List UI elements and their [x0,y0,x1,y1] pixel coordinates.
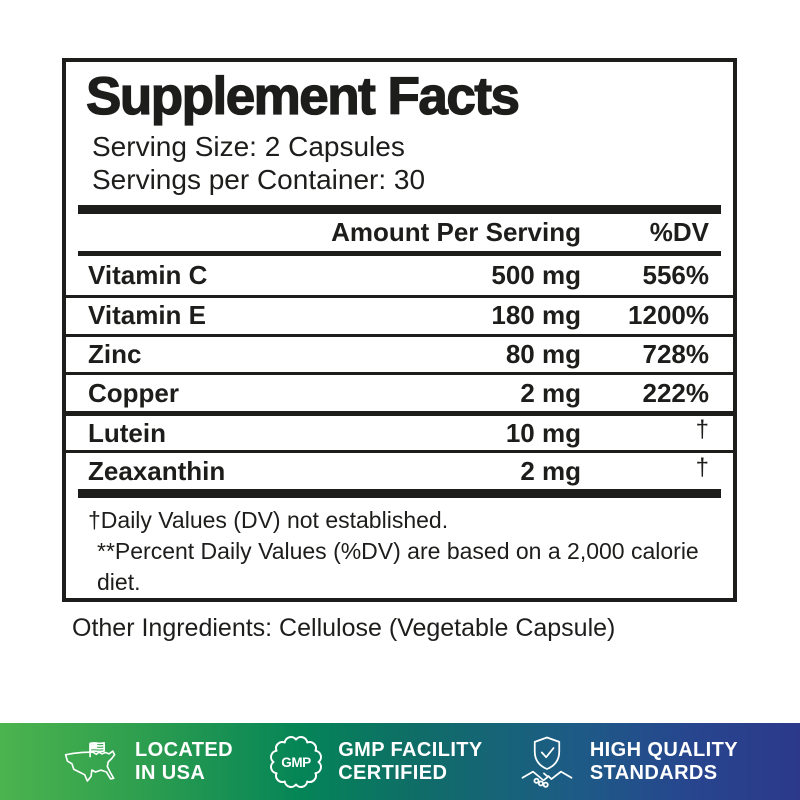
badge-banner: LOCATED IN USA GMP GMP FACILITY CERTIFIE… [0,723,800,800]
serving-size: Serving Size: 2 Capsules [92,131,405,163]
badge-label-line1: GMP FACILITY [338,738,483,761]
nutrient-row-zeaxanthin: Zeaxanthin 2 mg † [66,450,733,489]
badge-high-quality: HIGH QUALITY STANDARDS [519,734,738,790]
nutrient-name: Lutein [88,417,166,448]
dv-header: %DV [649,217,709,248]
nutrient-name: Zinc [88,338,142,369]
footnote-percent: **Percent Daily Values (%DV) are based o… [97,537,699,595]
nutrient-name: Vitamin E [88,300,207,331]
facts-title: Supplement Facts [85,67,520,127]
nutrient-row-lutein: Lutein 10 mg † [66,411,733,450]
nutrient-amount: 500 mg [491,259,581,290]
thick-rule-top [78,205,721,215]
badge-label-line2: STANDARDS [589,761,718,784]
facts-header-row: Amount Per Serving %DV [66,214,733,251]
shield-handshake-icon [519,734,575,790]
nutrient-name: Copper [88,377,179,408]
nutrient-name: Zeaxanthin [88,455,226,486]
gmp-seal-text: GMP [281,754,311,769]
nutrient-amount: 80 mg [505,338,581,369]
badge-label-line1: HIGH QUALITY [589,738,738,761]
nutrient-dv: 556% [642,259,710,290]
other-ingredients: Other Ingredients: Cellulose (Vegetable … [72,614,616,642]
nutrient-amount: 2 mg [520,377,581,408]
badge-label-line1: LOCATED [135,738,233,761]
nutrient-row-zinc: Zinc 80 mg 728% [66,333,733,373]
usa-map-flag-icon [62,736,120,788]
badge-label-gmp: GMP FACILITY CERTIFIED [338,739,482,785]
serving-info: Serving Size: 2 Capsules Servings per Co… [92,130,733,196]
badge-located-usa: LOCATED IN USA [62,736,233,788]
nutrient-dv: 1200% [628,300,709,331]
nutrient-row-copper: Copper 2 mg 222% [66,372,733,411]
nutrient-amount: 10 mg [505,417,581,448]
badge-gmp-certified: GMP GMP FACILITY CERTIFIED [269,735,482,789]
nutrient-dv: 728% [642,338,710,369]
badge-label-line2: CERTIFIED [338,761,448,784]
nutrient-name: Vitamin C [88,259,208,290]
footnote-dagger: †Daily Values (DV) not established. [88,506,449,533]
thick-rule-bottom [78,488,721,498]
nutrient-dv: † [695,416,709,444]
amount-per-serving-header: Amount Per Serving [331,217,581,248]
nutrient-dv: 222% [642,377,710,408]
nutrient-row-vitamin-e: Vitamin E 180 mg 1200% [66,294,733,334]
badge-label-line2: IN USA [135,761,206,784]
gmp-seal-icon: GMP [269,735,323,789]
nutrient-dv: † [695,454,709,482]
servings-per-container: Servings per Container: 30 [92,164,426,196]
nutrient-amount: 180 mg [491,300,581,331]
footnotes: †Daily Values (DV) not established. **Pe… [66,498,733,598]
badge-label-located-usa: LOCATED IN USA [135,739,233,785]
nutrient-amount: 2 mg [520,455,581,486]
header-rule [78,251,721,257]
nutrient-row-vitamin-c: Vitamin C 500 mg 556% [66,256,733,295]
badge-label-quality: HIGH QUALITY STANDARDS [590,739,738,785]
supplement-facts-panel: Supplement Facts Serving Size: 2 Capsule… [62,58,737,602]
